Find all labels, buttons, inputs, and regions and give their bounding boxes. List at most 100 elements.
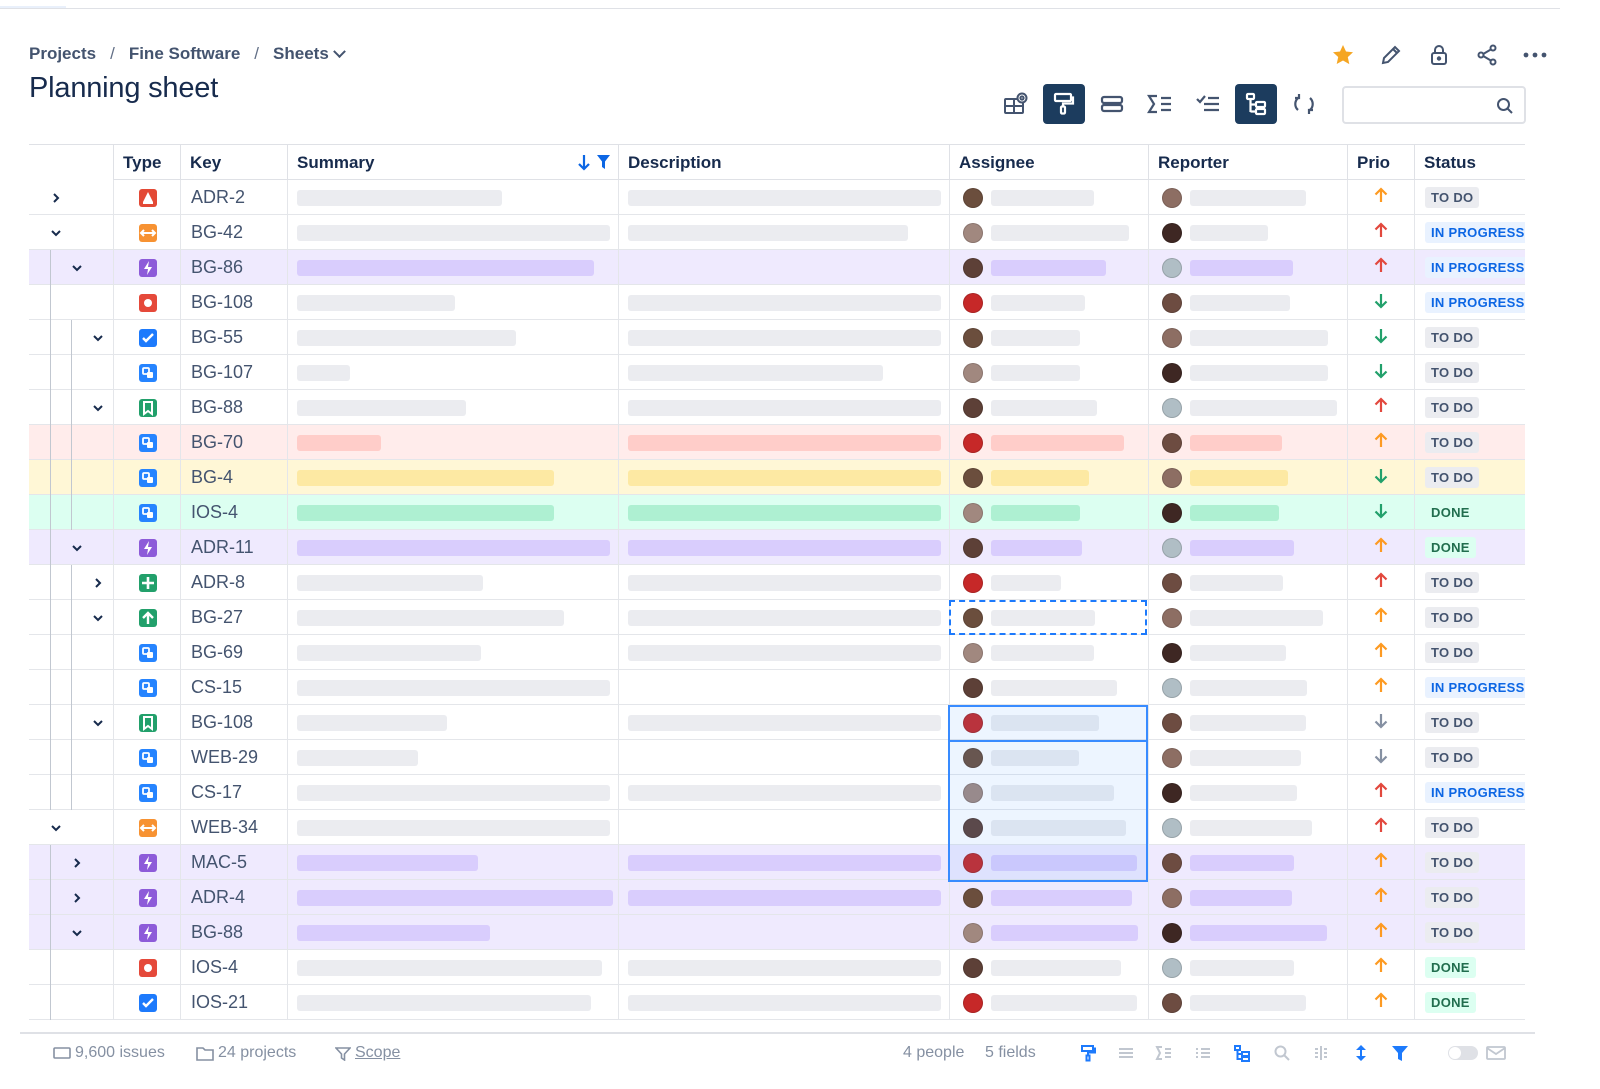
table-row[interactable]: IOS-4 DONE: [29, 950, 1525, 985]
prio-cell[interactable]: [1347, 985, 1414, 1020]
reporter-cell[interactable]: [1148, 950, 1347, 985]
chevron-right-icon[interactable]: [88, 565, 108, 600]
reporter-cell[interactable]: [1148, 635, 1347, 670]
status-badge[interactable]: TO DO: [1425, 887, 1480, 908]
prio-cell[interactable]: [1347, 810, 1414, 845]
avatar[interactable]: [963, 257, 983, 278]
reporter-cell[interactable]: [1148, 460, 1347, 495]
sum-icon[interactable]: [1155, 1044, 1173, 1062]
status-badge[interactable]: DONE: [1425, 992, 1476, 1013]
status-badge[interactable]: TO DO: [1425, 607, 1480, 628]
status-badge[interactable]: TO DO: [1425, 432, 1480, 453]
description-cell[interactable]: [618, 180, 949, 215]
key-cell[interactable]: CS-15: [180, 670, 287, 705]
issue-key[interactable]: CS-17: [191, 782, 243, 802]
paint-format-icon[interactable]: [1080, 1044, 1098, 1062]
issue-key[interactable]: IOS-21: [191, 992, 249, 1012]
key-cell[interactable]: BG-108: [180, 705, 287, 740]
type-cell[interactable]: [113, 845, 180, 880]
status-cell[interactable]: TO DO: [1414, 915, 1525, 950]
avatar[interactable]: [1162, 292, 1182, 313]
issue-key[interactable]: ADR-4: [191, 887, 246, 907]
key-cell[interactable]: BG-88: [180, 390, 287, 425]
chevron-down-icon[interactable]: [88, 390, 108, 425]
table-row[interactable]: BG-108 TO DO: [29, 705, 1525, 740]
table-row[interactable]: BG-88 TO DO: [29, 915, 1525, 950]
description-cell[interactable]: [618, 810, 949, 845]
reporter-cell[interactable]: [1148, 495, 1347, 530]
key-cell[interactable]: MAC-5: [180, 845, 287, 880]
status-cell[interactable]: IN PROGRESS: [1414, 670, 1525, 705]
issue-key[interactable]: ADR-11: [191, 537, 254, 557]
search-input[interactable]: [1352, 88, 1492, 120]
chevron-right-icon[interactable]: [67, 880, 87, 915]
status-badge[interactable]: TO DO: [1425, 712, 1480, 733]
table-row[interactable]: BG-107 TO DO: [29, 355, 1525, 390]
mail-icon[interactable]: [1486, 1044, 1506, 1062]
status-badge[interactable]: TO DO: [1425, 922, 1480, 943]
assignee-cell[interactable]: [949, 495, 1148, 530]
summary-cell[interactable]: [287, 285, 618, 320]
summary-cell[interactable]: [287, 810, 618, 845]
assignee-cell[interactable]: [949, 355, 1148, 390]
prio-cell[interactable]: [1347, 530, 1414, 565]
status-badge[interactable]: DONE: [1425, 502, 1476, 523]
assignee-cell[interactable]: [949, 740, 1148, 775]
type-cell[interactable]: [113, 880, 180, 915]
status-badge[interactable]: TO DO: [1425, 642, 1480, 663]
avatar[interactable]: [963, 992, 983, 1013]
status-cell[interactable]: DONE: [1414, 495, 1525, 530]
pencil-icon[interactable]: [1374, 38, 1408, 72]
description-cell[interactable]: [618, 425, 949, 460]
breadcrumb-project[interactable]: Fine Software: [128, 44, 241, 63]
summary-cell[interactable]: [287, 495, 618, 530]
reporter-cell[interactable]: [1148, 250, 1347, 285]
chevron-down-icon[interactable]: [46, 215, 66, 250]
status-badge[interactable]: TO DO: [1425, 817, 1480, 838]
description-cell[interactable]: [618, 285, 949, 320]
avatar[interactable]: [1162, 782, 1182, 803]
assignee-cell[interactable]: [949, 705, 1148, 740]
status-badge[interactable]: IN PROGRESS: [1425, 292, 1525, 313]
status-cell[interactable]: DONE: [1414, 985, 1525, 1020]
checklist-icon[interactable]: [1194, 1044, 1212, 1062]
description-cell[interactable]: [618, 530, 949, 565]
status-badge[interactable]: DONE: [1425, 537, 1476, 558]
chevron-down-icon[interactable]: [67, 915, 87, 950]
hierarchy-icon[interactable]: [1235, 84, 1277, 124]
key-cell[interactable]: IOS-4: [180, 950, 287, 985]
avatar[interactable]: [963, 887, 983, 908]
description-cell[interactable]: [618, 565, 949, 600]
status-cell[interactable]: TO DO: [1414, 355, 1525, 390]
description-cell[interactable]: [618, 390, 949, 425]
chevron-down-icon[interactable]: [88, 600, 108, 635]
issue-key[interactable]: ADR-8: [191, 572, 246, 592]
type-cell[interactable]: [113, 810, 180, 845]
prio-cell[interactable]: [1347, 495, 1414, 530]
prio-cell[interactable]: [1347, 705, 1414, 740]
avatar[interactable]: [1162, 957, 1182, 978]
key-cell[interactable]: BG-27: [180, 600, 287, 635]
table-row[interactable]: MAC-5 TO DO: [29, 845, 1525, 880]
status-badge[interactable]: IN PROGRESS: [1425, 782, 1525, 803]
issue-key[interactable]: BG-108: [191, 712, 254, 732]
refresh-icon[interactable]: [1283, 84, 1325, 124]
type-cell[interactable]: [113, 495, 180, 530]
status-cell[interactable]: TO DO: [1414, 810, 1525, 845]
avatar[interactable]: [1162, 992, 1182, 1013]
key-cell[interactable]: BG-88: [180, 915, 287, 950]
summary-cell[interactable]: [287, 425, 618, 460]
avatar[interactable]: [963, 817, 983, 838]
prio-cell[interactable]: [1347, 775, 1414, 810]
summary-cell[interactable]: [287, 705, 618, 740]
key-cell[interactable]: BG-86: [180, 250, 287, 285]
column-header-key[interactable]: Key: [180, 145, 287, 180]
key-cell[interactable]: BG-4: [180, 460, 287, 495]
assignee-cell[interactable]: [949, 670, 1148, 705]
type-cell[interactable]: [113, 250, 180, 285]
issue-key[interactable]: BG-42: [191, 222, 244, 242]
avatar[interactable]: [1162, 467, 1182, 488]
reporter-cell[interactable]: [1148, 530, 1347, 565]
issue-key[interactable]: IOS-4: [191, 957, 239, 977]
type-cell[interactable]: [113, 215, 180, 250]
